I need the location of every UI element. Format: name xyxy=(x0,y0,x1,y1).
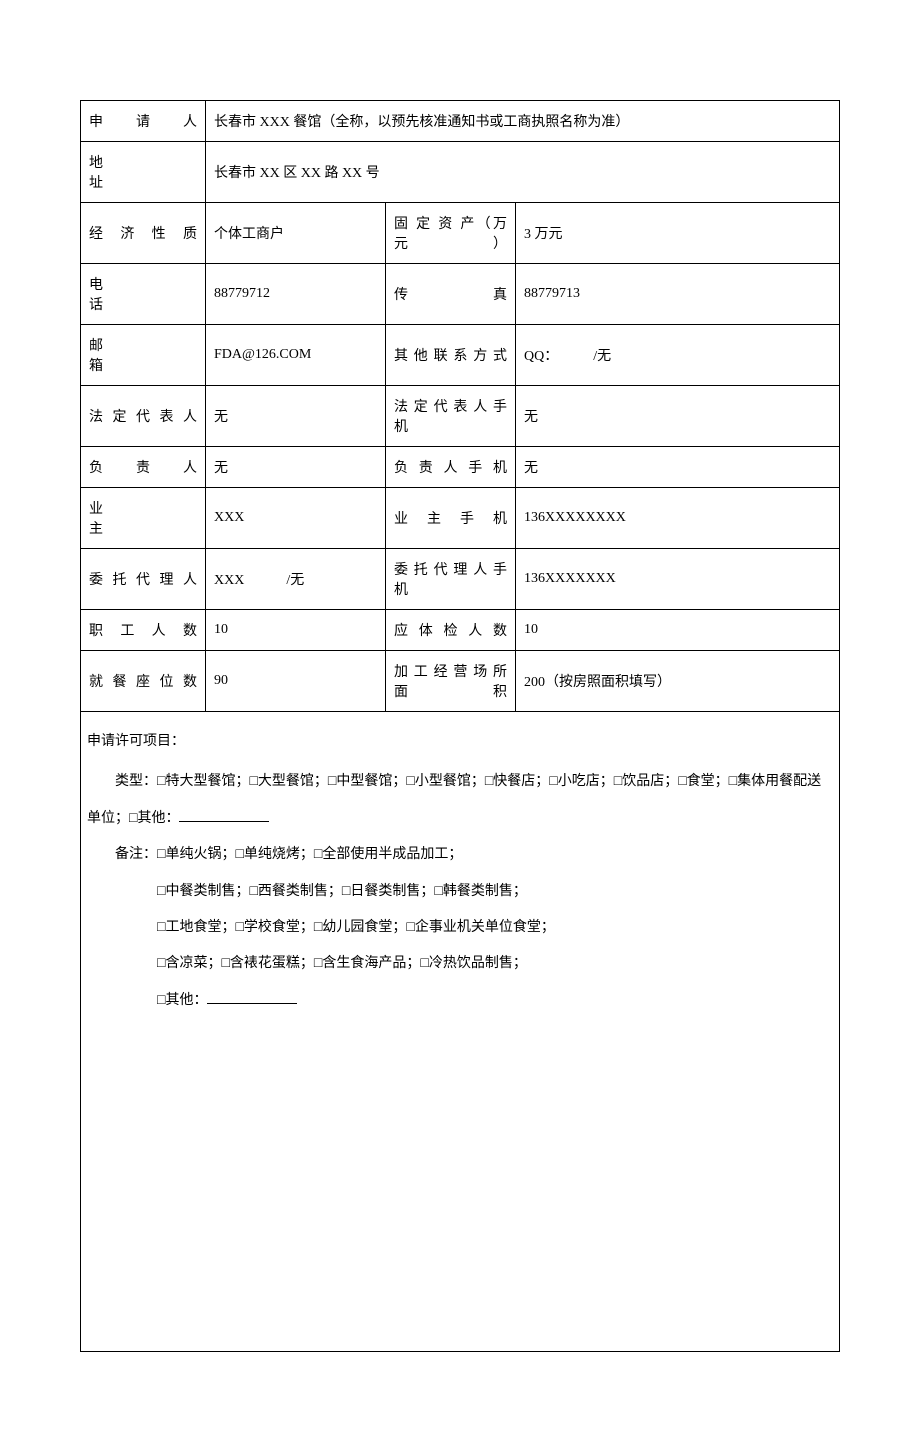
permit-section: 申请许可项目： 类型：□特大型餐馆；□大型餐馆；□中型餐馆；□小型餐馆；□快餐店… xyxy=(80,712,840,1352)
value-agent: XXX /无 xyxy=(206,549,386,610)
label-area: 加 工 经 营 场 所 面 积 xyxy=(386,651,516,712)
row-responsible: 负 责 人 无 负 责 人 手 机 无 xyxy=(81,447,840,488)
value-owner-phone: 136XXXXXXXX xyxy=(516,488,840,549)
row-legal-rep: 法 定 代 表 人 无 法 定 代 表 人 手 机 无 xyxy=(81,386,840,447)
permit-note-line3: □工地食堂；□学校食堂；□幼儿园食堂；□企事业机关单位食堂； xyxy=(87,910,833,946)
label-staff: 职 工 人 数 xyxy=(81,610,206,651)
value-seats: 90 xyxy=(206,651,386,712)
label-fax: 传 真 xyxy=(386,264,516,325)
value-applicant: 长春市 XXX 餐馆（全称，以预先核准通知书或工商执照名称为准） xyxy=(206,101,840,142)
value-agent-phone: 136XXXXXXX xyxy=(516,549,840,610)
row-seats: 就 餐 座 位 数 90 加 工 经 营 场 所 面 积 200（按房照面积填写… xyxy=(81,651,840,712)
label-seats: 就 餐 座 位 数 xyxy=(81,651,206,712)
label-email: 邮 箱 xyxy=(81,325,206,386)
row-phone: 电 话 88779712 传 真 88779713 xyxy=(81,264,840,325)
row-address: 地 址 长春市 XX 区 XX 路 XX 号 xyxy=(81,142,840,203)
label-legal-rep-phone: 法 定 代 表 人 手 机 xyxy=(386,386,516,447)
label-agent-phone: 委 托 代 理 人 手 机 xyxy=(386,549,516,610)
label-phone: 电 话 xyxy=(81,264,206,325)
application-form-table: 申 请 人 长春市 XXX 餐馆（全称，以预先核准通知书或工商执照名称为准） 地… xyxy=(80,100,840,712)
value-fax: 88779713 xyxy=(516,264,840,325)
value-check: 10 xyxy=(516,610,840,651)
value-responsible-phone: 无 xyxy=(516,447,840,488)
label-agent: 委 托 代 理 人 xyxy=(81,549,206,610)
row-applicant: 申 请 人 长春市 XXX 餐馆（全称，以预先核准通知书或工商执照名称为准） xyxy=(81,101,840,142)
value-area: 200（按房照面积填写） xyxy=(516,651,840,712)
value-other-contact: QQ： /无 xyxy=(516,325,840,386)
blank-other-note xyxy=(207,990,297,1004)
value-econ: 个体工商户 xyxy=(206,203,386,264)
label-legal-rep: 法 定 代 表 人 xyxy=(81,386,206,447)
row-owner: 业 主 XXX 业 主 手 机 136XXXXXXXX xyxy=(81,488,840,549)
label-check: 应 体 检 人 数 xyxy=(386,610,516,651)
value-owner: XXX xyxy=(206,488,386,549)
label-responsible: 负 责 人 xyxy=(81,447,206,488)
label-other-contact: 其 他 联 系 方 式 xyxy=(386,325,516,386)
label-econ: 经 济 性 质 xyxy=(81,203,206,264)
value-responsible: 无 xyxy=(206,447,386,488)
value-assets: 3 万元 xyxy=(516,203,840,264)
permit-note-line4: □含凉菜；□含裱花蛋糕；□含生食海产品；□冷热饮品制售； xyxy=(87,946,833,982)
permit-note-line5-text: □其他： xyxy=(157,993,207,1008)
row-email: 邮 箱 FDA@126.COM 其 他 联 系 方 式 QQ： /无 xyxy=(81,325,840,386)
value-phone: 88779712 xyxy=(206,264,386,325)
permit-note-line5: □其他： xyxy=(87,983,833,1019)
row-staff: 职 工 人 数 10 应 体 检 人 数 10 xyxy=(81,610,840,651)
permit-heading: 申请许可项目： xyxy=(87,724,833,760)
label-owner: 业 主 xyxy=(81,488,206,549)
permit-type-line: 类型：□特大型餐馆；□大型餐馆；□中型餐馆；□小型餐馆；□快餐店；□小吃店；□饮… xyxy=(87,764,833,837)
value-legal-rep: 无 xyxy=(206,386,386,447)
label-responsible-phone: 负 责 人 手 机 xyxy=(386,447,516,488)
value-legal-rep-phone: 无 xyxy=(516,386,840,447)
row-agent: 委 托 代 理 人 XXX /无 委 托 代 理 人 手 机 136XXXXXX… xyxy=(81,549,840,610)
value-address: 长春市 XX 区 XX 路 XX 号 xyxy=(206,142,840,203)
permit-note-line2: □中餐类制售；□西餐类制售；□日餐类制售；□韩餐类制售； xyxy=(87,874,833,910)
label-owner-phone: 业 主 手 机 xyxy=(386,488,516,549)
blank-other-type xyxy=(179,808,269,822)
value-email: FDA@126.COM xyxy=(206,325,386,386)
label-address: 地 址 xyxy=(81,142,206,203)
value-staff: 10 xyxy=(206,610,386,651)
row-econ: 经 济 性 质 个体工商户 固 定 资 产（万 元） 3 万元 xyxy=(81,203,840,264)
label-applicant: 申 请 人 xyxy=(81,101,206,142)
permit-note-line1: 备注：□单纯火锅；□单纯烧烤；□全部使用半成品加工； xyxy=(87,837,833,873)
label-assets: 固 定 资 产（万 元） xyxy=(386,203,516,264)
